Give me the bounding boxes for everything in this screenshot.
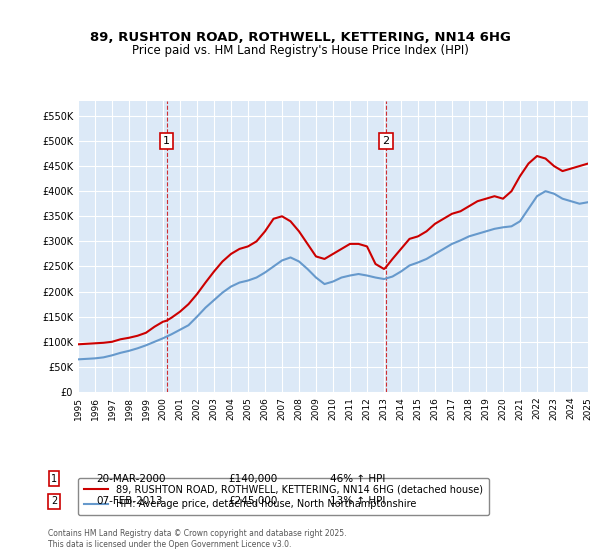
- Text: 2: 2: [51, 496, 57, 506]
- Text: 20-MAR-2000: 20-MAR-2000: [96, 474, 166, 484]
- Text: 89, RUSHTON ROAD, ROTHWELL, KETTERING, NN14 6HG: 89, RUSHTON ROAD, ROTHWELL, KETTERING, N…: [89, 31, 511, 44]
- Text: 07-FEB-2013: 07-FEB-2013: [96, 496, 163, 506]
- Text: 1: 1: [163, 136, 170, 146]
- Text: £245,000: £245,000: [228, 496, 277, 506]
- Text: 1: 1: [51, 474, 57, 484]
- Text: Price paid vs. HM Land Registry's House Price Index (HPI): Price paid vs. HM Land Registry's House …: [131, 44, 469, 57]
- Text: 46% ↑ HPI: 46% ↑ HPI: [330, 474, 385, 484]
- Legend: 89, RUSHTON ROAD, ROTHWELL, KETTERING, NN14 6HG (detached house), HPI: Average p: 89, RUSHTON ROAD, ROTHWELL, KETTERING, N…: [78, 478, 488, 515]
- Text: Contains HM Land Registry data © Crown copyright and database right 2025.
This d: Contains HM Land Registry data © Crown c…: [48, 529, 347, 549]
- Text: 13% ↑ HPI: 13% ↑ HPI: [330, 496, 385, 506]
- Text: £140,000: £140,000: [228, 474, 277, 484]
- Text: 2: 2: [382, 136, 389, 146]
